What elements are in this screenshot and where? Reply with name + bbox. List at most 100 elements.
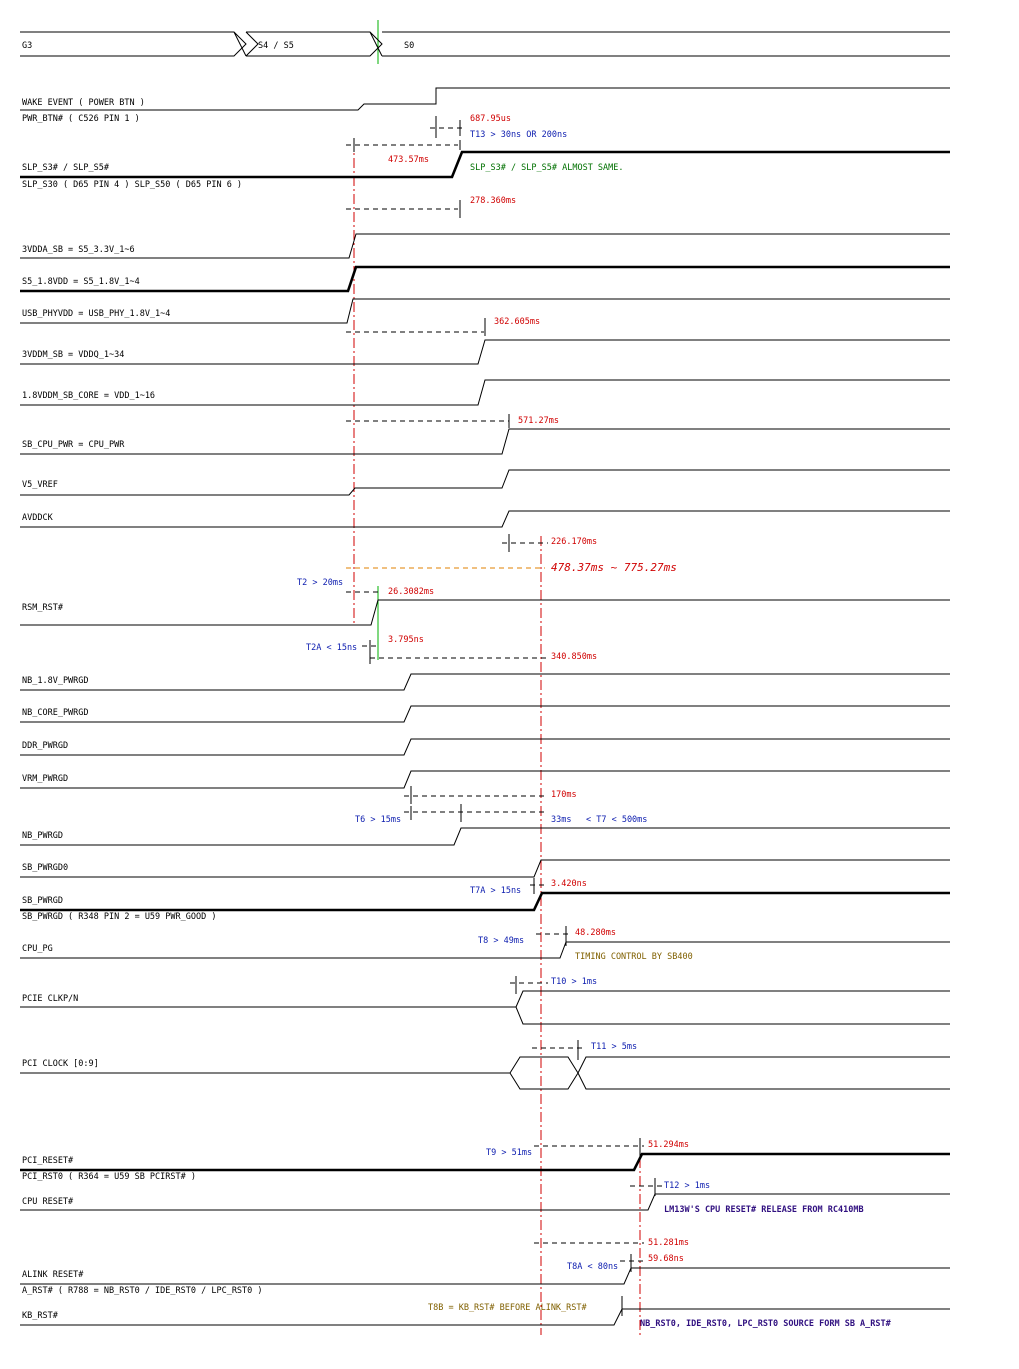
wave-nbpwrgd	[20, 827, 950, 846]
wave-kbrst	[20, 1308, 950, 1326]
wave-nb18	[20, 673, 950, 691]
label-avddck: AVDDCK	[22, 513, 54, 523]
label-slp-pins: SLP_S30 ( D65 PIN 4 ) SLP_S50 ( D65 PIN …	[22, 180, 242, 190]
wave-cpupg	[20, 941, 950, 959]
annot-t3795: 3.795ns	[388, 635, 424, 645]
state-bus	[20, 31, 950, 57]
wave-s5	[20, 265, 950, 293]
label-vrm: VRM_PWRGD	[22, 774, 68, 784]
label-sbpwrgd0: SB_PWRGD0	[22, 863, 68, 873]
annot-t51b: 51.281ms	[648, 1238, 689, 1248]
annot-t3420: 3.420ns	[551, 879, 587, 889]
state-s0: S0	[404, 41, 414, 51]
state-labels: G3 S4 / S5 S0	[22, 41, 414, 51]
label-wake: WAKE EVENT ( POWER BTN )	[22, 98, 145, 108]
signal-labels: WAKE EVENT ( POWER BTN ) PWR_BTN# ( C526…	[22, 98, 263, 1321]
label-kbrst: KB_RST#	[22, 1311, 59, 1321]
state-s4s5: S4 / S5	[258, 41, 294, 51]
annot-t170: 170ms	[551, 790, 577, 800]
annot-t12: T12 > 1ms	[664, 1181, 710, 1191]
wave-usb	[20, 298, 950, 324]
annot-t59: 59.68ns	[648, 1254, 684, 1264]
annot-t362: 362.605ms	[494, 317, 540, 327]
annot-t26: 26.3082ms	[388, 587, 434, 597]
label-s5: S5_1.8VDD = S5_1.8V_1~4	[22, 277, 140, 287]
wave-sbpwrgd	[20, 891, 950, 912]
label-cpupg: CPU_PG	[22, 944, 53, 954]
label-vref: V5_VREF	[22, 480, 58, 490]
annot-total: 478.37ms ~ 775.27ms	[551, 561, 677, 574]
wave-vref	[20, 469, 950, 496]
label-core: 1.8VDDM_SB_CORE = VDD_1~16	[22, 391, 155, 401]
label-vddm: 3VDDM_SB = VDDQ_1~34	[22, 350, 124, 360]
annot-t8: T8 > 49ms	[478, 936, 524, 946]
wave-sbpwrgd0	[20, 859, 950, 878]
wave-vddm	[20, 339, 950, 365]
wave-vrm	[20, 770, 950, 789]
annot-t9: T9 > 51ms	[486, 1148, 532, 1158]
label-arst: A_RST# ( R788 = NB_RST0 / IDE_RST0 / LPC…	[22, 1286, 263, 1296]
annot-t340: 340.850ms	[551, 652, 597, 662]
label-pwrbtn: PWR_BTN# ( C526 PIN 1 )	[22, 114, 140, 124]
annot-t278: 278.360ms	[470, 196, 516, 206]
wave-pcireset	[20, 1152, 950, 1172]
waveforms	[20, 31, 950, 1326]
timing-annotations: 687.95us T13 > 30ns OR 200ns 473.57ms SL…	[297, 114, 892, 1329]
label-usb: USB_PHYVDD = USB_PHY_1.8V_1~4	[22, 309, 170, 319]
timing-markers	[346, 116, 662, 1316]
annot-t33: 33ms	[551, 815, 571, 825]
annot-t8b: T8B = KB_RST# BEFORE ALINK_RST#	[428, 1303, 588, 1313]
label-cpupwr: SB_CPU_PWR = CPU_PWR	[22, 440, 125, 450]
annot-slp-note: SLP_S3# / SLP_S5# ALMOST SAME.	[470, 163, 624, 173]
annot-t226: 226.170ms	[551, 537, 597, 547]
label-alink: ALINK RESET#	[22, 1270, 84, 1280]
annot-t48: 48.280ms	[575, 928, 616, 938]
label-pcie: PCIE CLKP/N	[22, 994, 78, 1004]
wave-pciclk	[20, 1056, 950, 1090]
annot-t51a: 51.294ms	[648, 1140, 689, 1150]
label-pciclk: PCI CLOCK [0:9]	[22, 1059, 99, 1069]
reference-lines	[353, 20, 641, 1335]
label-pcirst-pin: PCI_RST0 ( R364 = U59 SB PCIRST# )	[22, 1172, 196, 1182]
wave-ddr	[20, 738, 950, 756]
wave-alink	[20, 1267, 950, 1285]
annot-timing-note: TIMING CONTROL BY SB400	[575, 952, 693, 962]
annot-t10: T10 > 1ms	[551, 977, 597, 987]
annot-t13: T13 > 30ns OR 200ns	[470, 130, 567, 140]
label-rsm: RSM_RST#	[22, 603, 64, 613]
wave-slp	[20, 150, 950, 179]
label-ddr: DDR_PWRGD	[22, 741, 68, 751]
annot-t2a: T2A < 15ns	[306, 643, 357, 653]
label-nbcore: NB_CORE_PWRGD	[22, 708, 89, 718]
annot-t571: 571.27ms	[518, 416, 559, 426]
annot-cpu-note: LM13W'S CPU RESET# RELEASE FROM RC410MB	[664, 1205, 864, 1215]
label-nbpwrgd: NB_PWRGD	[22, 831, 63, 841]
annot-t11: T11 > 5ms	[591, 1042, 637, 1052]
label-pcireset: PCI_RESET#	[22, 1156, 74, 1166]
wave-nbcore	[20, 705, 950, 723]
wave-cpupwr	[20, 428, 950, 455]
tick-t687	[435, 116, 461, 138]
wave-avddck	[20, 510, 950, 528]
tick-t6	[410, 804, 462, 822]
annot-t8a: T8A < 80ns	[567, 1262, 618, 1272]
label-nb18: NB_1.8V_PWRGD	[22, 676, 89, 686]
annot-t473: 473.57ms	[388, 155, 429, 165]
annot-t2: T2 > 20ms	[297, 578, 343, 588]
wave-wake	[20, 87, 950, 111]
label-vdda: 3VDDA_SB = S5_3.3V_1~6	[22, 245, 135, 255]
label-slp: SLP_S3# / SLP_S5#	[22, 163, 110, 173]
annot-t7: < T7 < 500ms	[586, 815, 647, 825]
wave-cpureset	[20, 1193, 950, 1211]
annot-t6: T6 > 15ms	[355, 815, 401, 825]
label-cpureset: CPU RESET#	[22, 1197, 74, 1207]
tick-t473	[353, 138, 461, 152]
wave-pcie	[20, 990, 950, 1025]
label-sbpwrgd: SB_PWRGD	[22, 896, 63, 906]
wave-vdda	[20, 233, 950, 259]
annot-rst-note: NB_RST0, IDE_RST0, LPC_RST0 SOURCE FORM …	[640, 1319, 892, 1329]
annot-t7a: T7A > 15ns	[470, 886, 521, 896]
wave-core	[20, 379, 950, 406]
annot-t687: 687.95us	[470, 114, 511, 124]
